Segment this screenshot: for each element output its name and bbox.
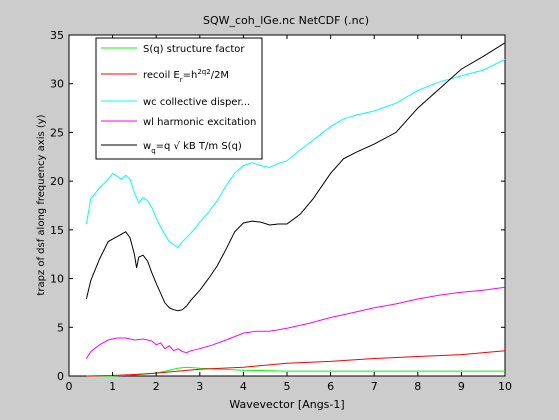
x-tick-label: 9	[458, 380, 465, 393]
x-tick-label: 8	[414, 380, 421, 393]
y-tick-label: 20	[50, 175, 64, 188]
y-tick-label: 10	[50, 273, 64, 286]
y-tick-label: 5	[57, 321, 64, 334]
x-tick-label: 2	[153, 380, 160, 393]
y-axis-label: trapz of dsf along frequency axis (y)	[36, 114, 47, 295]
x-tick-label: 4	[240, 380, 247, 393]
chart-title: SQW_coh_lGe.nc NetCDF (.nc)	[203, 14, 369, 27]
x-axis-label: Wavevector [Angs-1]	[229, 398, 344, 411]
x-tick-label: 10	[498, 380, 512, 393]
x-tick-label: 6	[327, 380, 334, 393]
legend-label-3: wc collective disper...	[143, 97, 250, 108]
x-tick-label: 5	[284, 380, 291, 393]
legend-label-1: S(q) structure factor	[143, 44, 245, 55]
x-tick-label: 0	[66, 380, 73, 393]
y-tick-label: 35	[50, 29, 64, 42]
y-tick-label: 25	[50, 126, 64, 139]
y-tick-label: 30	[50, 78, 64, 91]
y-tick-label: 0	[57, 370, 64, 383]
x-tick-label: 7	[371, 380, 378, 393]
legend-label-4: wl harmonic excitation	[143, 117, 256, 128]
y-tick-label: 15	[50, 224, 64, 237]
x-tick-label: 1	[109, 380, 116, 393]
x-tick-label: 3	[196, 380, 203, 393]
